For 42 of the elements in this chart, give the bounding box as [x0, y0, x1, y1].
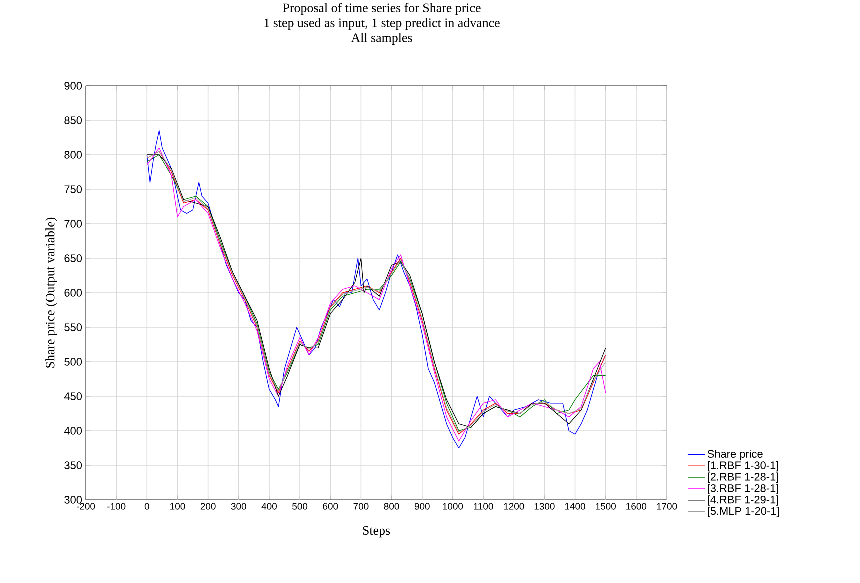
x-tick-label: 1200 — [504, 503, 524, 510]
x-tick-label: 1700 — [657, 503, 678, 510]
x-tick-label: 800 — [384, 503, 400, 510]
legend-label: [4.RBF 1-29-1] — [708, 496, 778, 506]
y-axis-title: Share price (Output variable) — [46, 218, 58, 368]
legend-label: [3.RBF 1-28-1] — [708, 484, 778, 494]
x-tick-label: 400 — [262, 503, 277, 510]
y-tick-label: 350 — [64, 462, 82, 470]
legend-label: [1.RBF 1-30-1] — [708, 461, 778, 472]
y-tick-label: 450 — [64, 392, 82, 400]
x-tick-label: 1400 — [565, 503, 586, 510]
x-tick-label: 300 — [231, 503, 246, 510]
x-tick-label: 0 — [144, 503, 150, 510]
legend-label: [5.MLP 1-20-1] — [708, 507, 780, 518]
x-tick-label: 700 — [354, 503, 369, 510]
y-tick-label: 600 — [64, 289, 82, 297]
y-tick-label: 900 — [64, 82, 82, 90]
x-tick-label: 900 — [414, 503, 430, 510]
x-tick-label: 200 — [200, 503, 216, 510]
x-tick-label: 1300 — [534, 503, 555, 510]
y-tick-label: 650 — [64, 254, 82, 262]
x-tick-label: 100 — [170, 503, 186, 510]
y-tick-label: 750 — [64, 186, 82, 194]
legend-label: [2.RBF 1-28-1] — [708, 472, 778, 484]
x-tick-label: 1100 — [474, 503, 494, 510]
y-tick-label: 300 — [64, 496, 82, 504]
x-tick-label: 600 — [323, 503, 338, 510]
x-tick-label: 500 — [292, 503, 308, 510]
y-tick-label: 400 — [64, 427, 82, 435]
y-tick-label: 850 — [64, 116, 82, 124]
x-tick-label: -200 — [76, 503, 96, 510]
y-tick-label: 700 — [64, 220, 82, 228]
x-axis-title: Steps — [363, 526, 390, 538]
x-tick-label: 1000 — [443, 503, 464, 510]
y-tick-label: 800 — [64, 151, 82, 159]
x-tick-label: -100 — [108, 503, 126, 510]
chart-title: Proposal of time series for Share price 1 step used as input, 1 step predict in advance All samples — [264, 3, 500, 45]
x-tick-label: 1500 — [596, 503, 616, 510]
y-tick-label: 550 — [64, 324, 82, 332]
x-tick-label: 1600 — [626, 503, 647, 510]
y-tick-label: 500 — [64, 358, 82, 366]
legend-label: Share price — [708, 450, 763, 460]
